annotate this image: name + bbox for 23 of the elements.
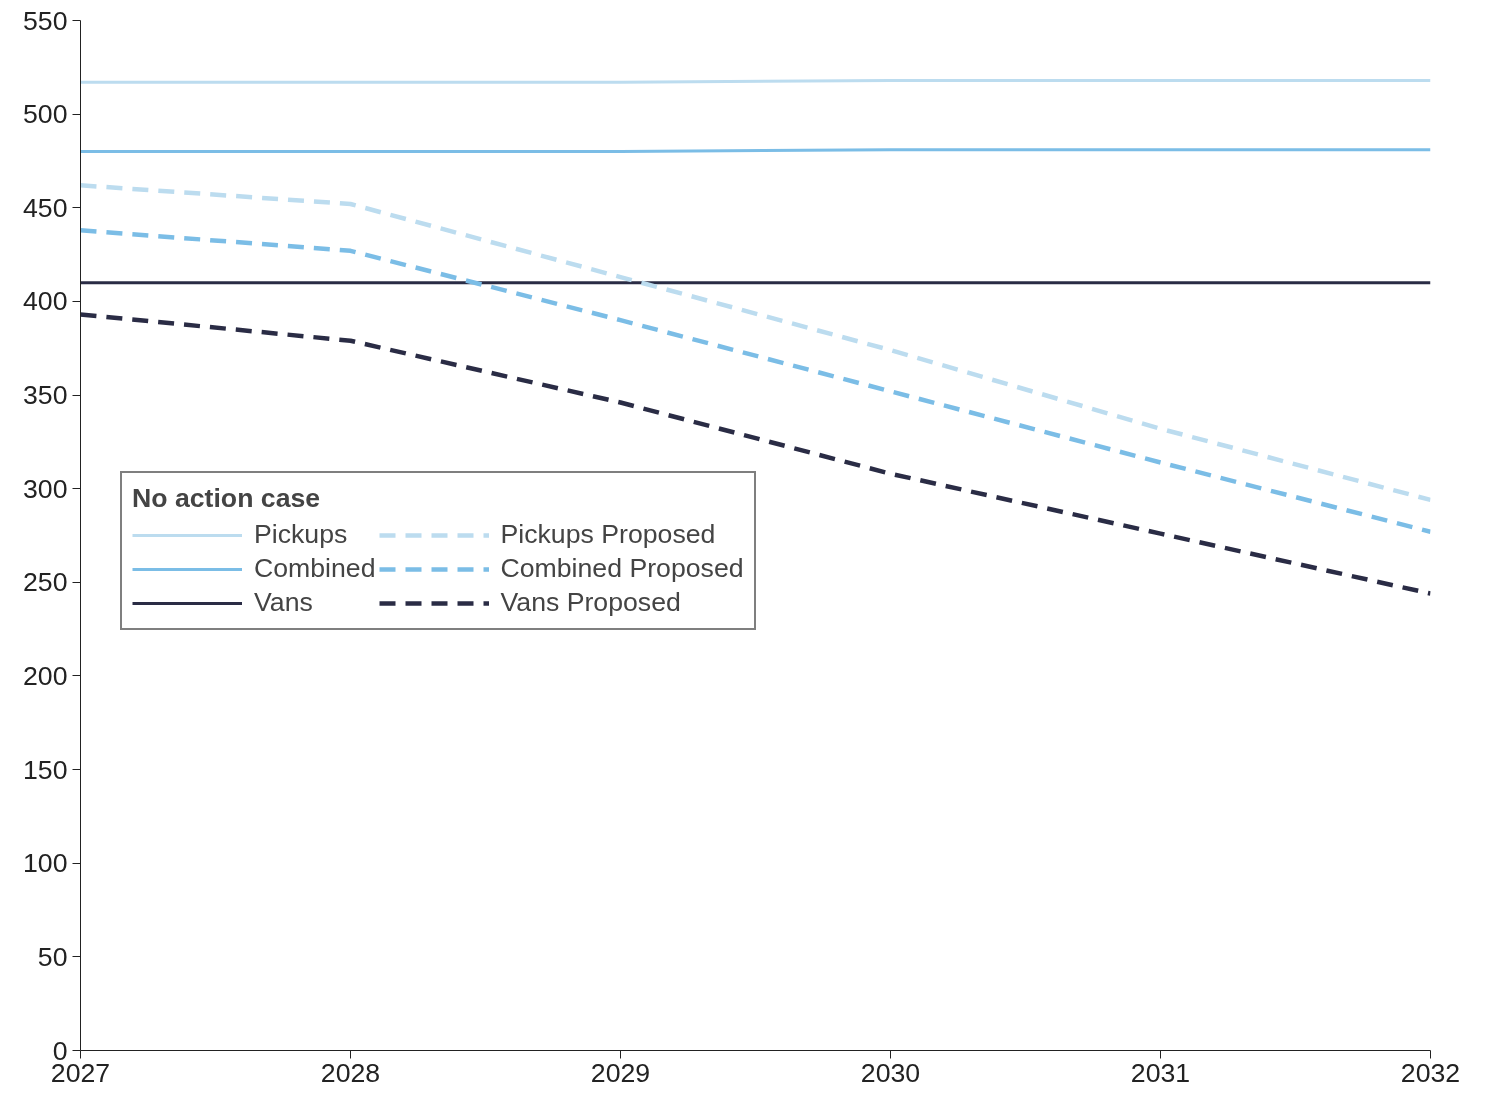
y-tick-label: 200 [23,660,68,691]
y-tick-label: 550 [23,5,68,36]
y-tick-label: 150 [23,754,68,785]
legend-title: No action case [132,483,322,514]
y-tick-label: 350 [23,380,68,411]
x-tick-label: 2030 [860,1057,921,1088]
x-tick-label: 2032 [1400,1057,1461,1088]
legend-label: Pickups Proposed [500,519,716,550]
legend-label: Vans Proposed [500,587,681,618]
y-tick-label: 50 [37,941,68,972]
y-tick-label: 100 [23,848,68,879]
legend-label: Combined [254,553,376,584]
y-tick-label: 400 [23,286,68,317]
y-tick-label: 450 [23,192,68,223]
y-tick-label: 300 [23,473,68,504]
y-tick-label: 500 [23,99,68,130]
legend-label: Combined Proposed [500,553,744,584]
legend-label: Pickups [254,519,348,550]
y-tick-label: 250 [23,567,68,598]
x-tick-label: 2028 [320,1057,381,1088]
x-tick-label: 2029 [590,1057,651,1088]
legend-label: Vans [254,587,313,618]
x-tick-label: 2031 [1130,1057,1191,1088]
